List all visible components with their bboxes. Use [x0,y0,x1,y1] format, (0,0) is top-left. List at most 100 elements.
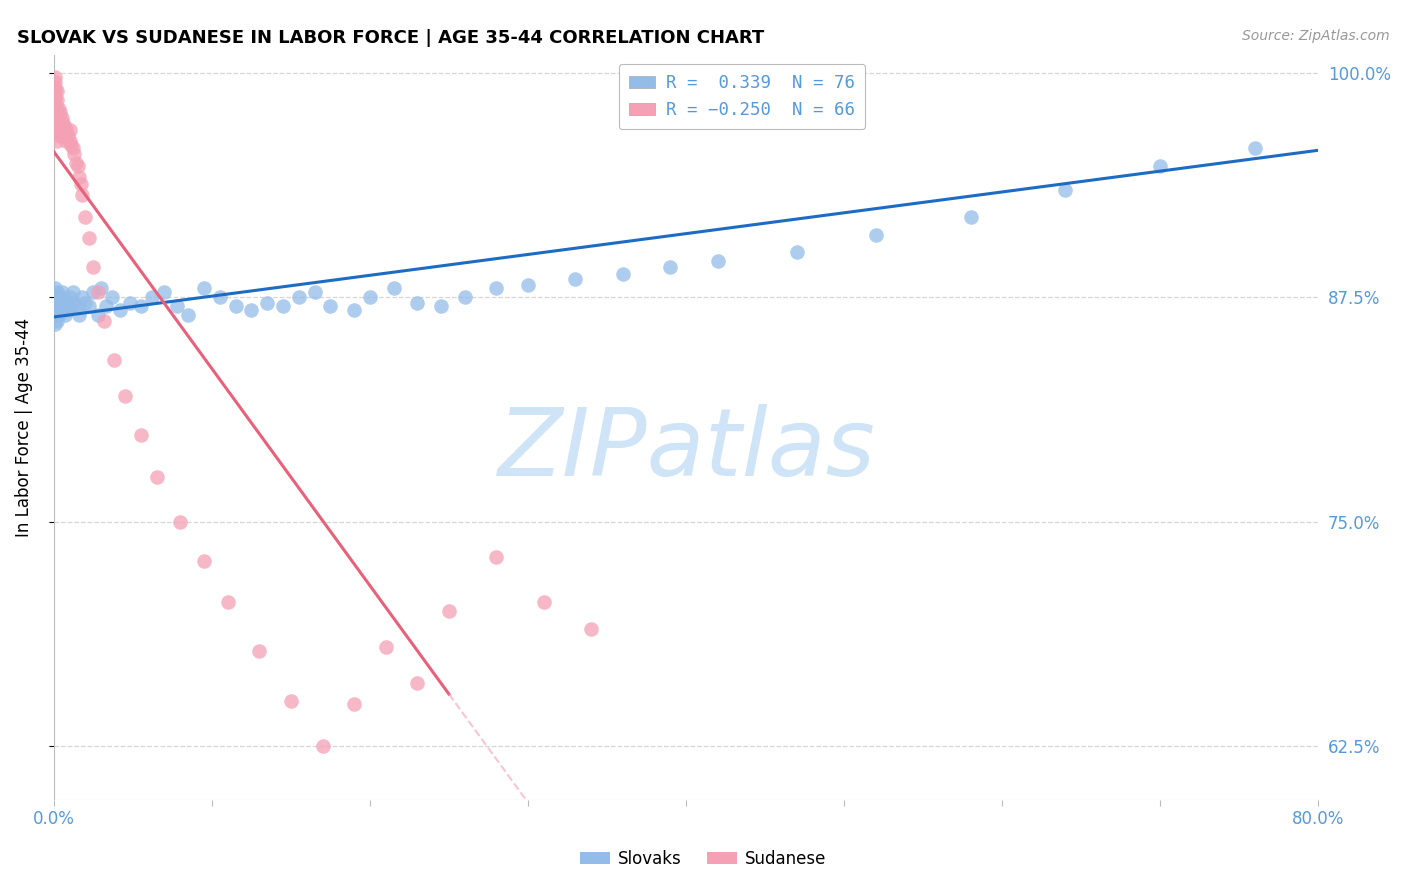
Point [46,295,69,310]
Point [44,75,66,89]
Point [786,245,808,260]
Point [44,111,66,125]
Point [56,128,79,143]
Point [485,281,508,295]
Point [44,93,66,107]
Point [51,285,73,299]
Point [166,299,188,313]
Point [63,146,86,161]
Point [430,299,453,313]
Point [82,260,104,274]
Point [46,285,69,299]
Point [129,428,152,442]
Point [288,290,311,304]
Point [46,84,69,98]
Point [44,299,66,313]
Legend: Slovaks, Sudanese: Slovaks, Sudanese [572,844,834,875]
Point [193,554,215,568]
Point [659,260,682,274]
Point [49,105,72,120]
Point [75,210,97,224]
Point [48,299,70,313]
Point [53,128,76,143]
Point [101,290,124,304]
Point [129,299,152,313]
Point [48,102,70,116]
Point [1244,141,1267,155]
Point [56,302,79,317]
Point [87,308,110,322]
Point [82,285,104,299]
Point [193,281,215,295]
Point [72,290,94,304]
Point [94,299,117,313]
Point [225,299,247,313]
Point [60,137,83,152]
Point [53,295,76,310]
Point [110,302,132,317]
Point [67,170,90,185]
Point [437,604,460,618]
Point [44,105,66,120]
Point [67,308,90,322]
Point [49,123,72,137]
Point [87,285,110,299]
Point [44,70,66,84]
Point [44,308,66,322]
Point [48,308,70,322]
Point [52,123,75,137]
Point [53,308,76,322]
Point [51,120,73,134]
Point [114,389,136,403]
Point [406,295,429,310]
Point [153,285,176,299]
Point [46,102,69,116]
Point [118,295,141,310]
Point [217,595,239,609]
Point [177,308,200,322]
Point [959,210,981,224]
Point [59,134,82,148]
Point [564,272,586,286]
Point [247,643,270,657]
Point [48,128,70,143]
Point [304,285,326,299]
Y-axis label: In Labor Force | Age 35-44: In Labor Force | Age 35-44 [15,318,32,537]
Point [579,622,602,636]
Point [406,676,429,690]
Point [343,302,366,317]
Point [63,295,86,310]
Point [66,159,89,173]
Point [240,302,263,317]
Point [72,188,94,202]
Point [46,313,69,327]
Point [169,515,191,529]
Point [374,640,396,654]
Point [66,299,89,313]
Text: SLOVAK VS SUDANESE IN LABOR FORCE | AGE 35-44 CORRELATION CHART: SLOVAK VS SUDANESE IN LABOR FORCE | AGE … [17,29,763,46]
Point [75,295,97,310]
Point [52,116,75,130]
Point [52,290,75,304]
Point [49,302,72,317]
Point [77,231,100,245]
Point [59,299,82,313]
Point [103,353,125,368]
Text: Source: ZipAtlas.com: Source: ZipAtlas.com [1241,29,1389,43]
Point [62,141,84,155]
Point [46,111,69,125]
Point [55,299,77,313]
Point [612,267,634,281]
Point [48,111,70,125]
Point [454,290,477,304]
Text: ZIPatlas: ZIPatlas [498,404,875,495]
Point [485,550,508,565]
Point [271,299,294,313]
Point [533,595,555,609]
Point [44,80,66,95]
Point [49,116,72,130]
Point [44,87,66,102]
Point [46,93,69,107]
Point [44,317,66,331]
Point [359,290,381,304]
